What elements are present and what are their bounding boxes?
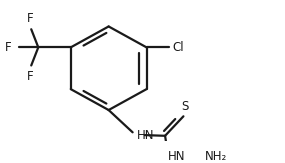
Text: HN: HN xyxy=(168,150,186,163)
Text: F: F xyxy=(27,70,33,83)
Text: Cl: Cl xyxy=(172,41,184,54)
Text: HN: HN xyxy=(137,129,154,142)
Text: F: F xyxy=(27,12,33,25)
Text: F: F xyxy=(5,41,11,54)
Text: NH₂: NH₂ xyxy=(205,150,227,163)
Text: S: S xyxy=(181,100,188,113)
